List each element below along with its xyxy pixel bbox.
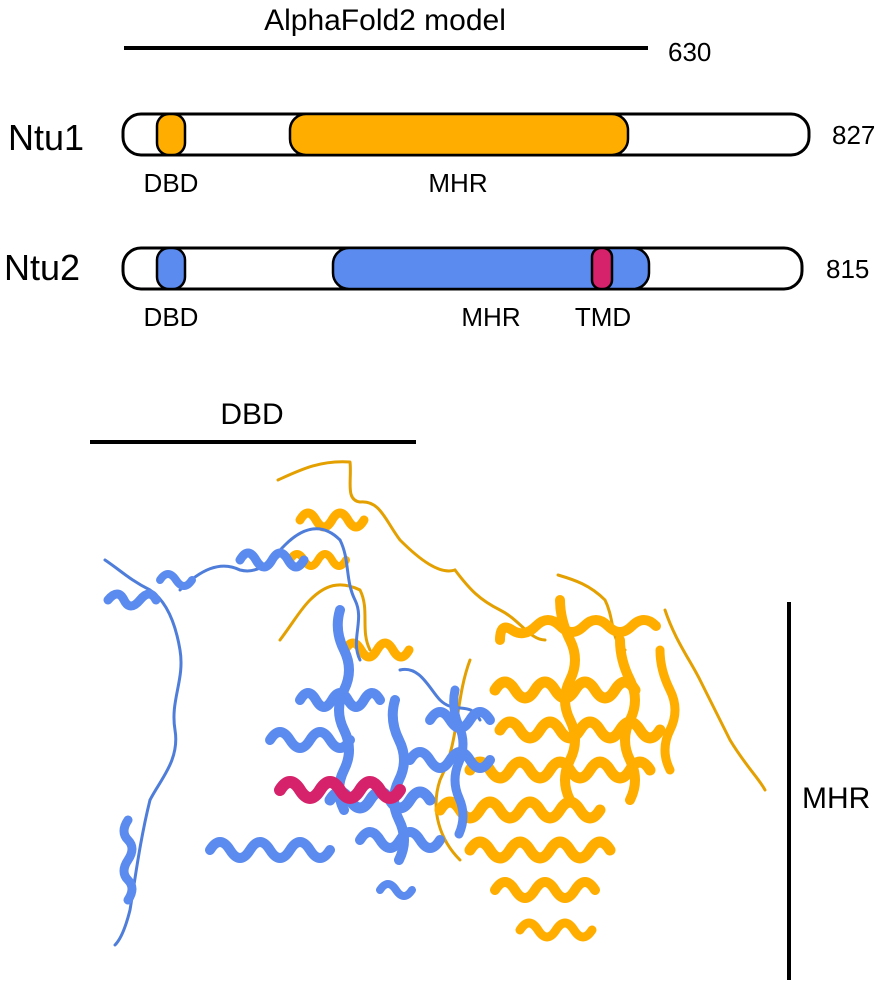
- ntu1-dbd-label: DBD: [144, 168, 199, 198]
- ntu1-dbd-domain: [155, 112, 187, 157]
- protein-structure-image: [103, 460, 767, 947]
- ntu2-name: Ntu2: [4, 247, 80, 288]
- ntu2-length: 815: [826, 254, 869, 284]
- ntu1-length: 827: [832, 120, 875, 150]
- tmd-structure: [274, 776, 406, 804]
- ntu2-tmd-label: TMD: [575, 302, 631, 332]
- ntu2-dbd-domain: [155, 246, 187, 291]
- structure-dbd-label: DBD: [220, 398, 283, 431]
- model-label: AlphaFold2 model: [264, 4, 506, 37]
- ntu2-mhr-label: MHR: [461, 302, 520, 332]
- ntu2-structure: [103, 527, 495, 947]
- ntu1-mhr-label: MHR: [428, 168, 487, 198]
- structure-mhr-label: MHR: [802, 782, 870, 815]
- ntu2-mhr-domain: [331, 246, 651, 291]
- ntu1-mhr-domain: [288, 112, 630, 157]
- ntu1-structure: [276, 460, 767, 942]
- ntu2-dbd-label: DBD: [144, 302, 199, 332]
- model-end-label: 630: [668, 37, 711, 67]
- ntu1-name: Ntu1: [8, 117, 84, 158]
- ntu2-tmd-domain: [590, 246, 614, 291]
